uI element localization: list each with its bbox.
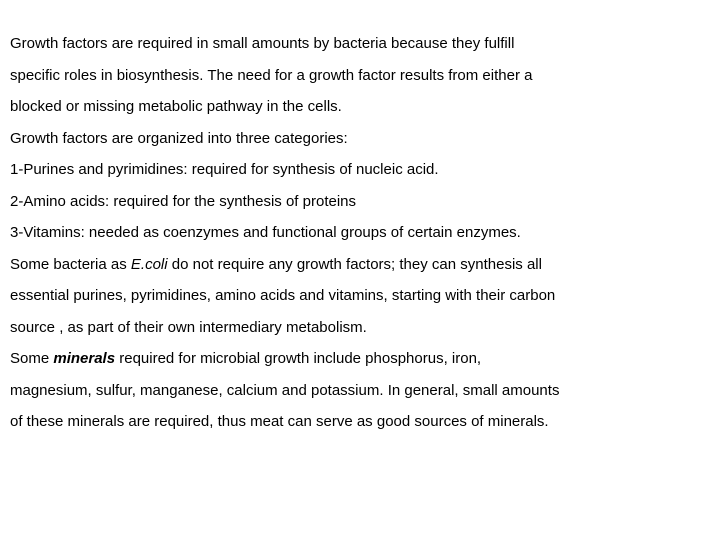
paragraph-line: Some bacteria as E.coli do not require a…	[10, 249, 710, 281]
text-run: Some	[10, 350, 53, 367]
paragraph-line: essential purines, pyrimidines, amino ac…	[10, 280, 710, 312]
list-item: 2-Amino acids: required for the synthesi…	[10, 186, 710, 218]
paragraph-line: Some minerals required for microbial gro…	[10, 343, 710, 375]
document-page: Growth factors are required in small amo…	[0, 0, 720, 448]
text-run: Some bacteria as	[10, 256, 131, 273]
paragraph-line: blocked or missing metabolic pathway in …	[10, 91, 710, 123]
paragraph-line: source , as part of their own intermedia…	[10, 312, 710, 344]
paragraph-line: Growth factors are organized into three …	[10, 123, 710, 155]
paragraph-line: Growth factors are required in small amo…	[10, 28, 710, 60]
text-run: required for microbial growth include ph…	[115, 350, 481, 367]
paragraph-line: specific roles in biosynthesis. The need…	[10, 60, 710, 92]
list-item: 1-Purines and pyrimidines: required for …	[10, 154, 710, 186]
paragraph-line: magnesium, sulfur, manganese, calcium an…	[10, 375, 710, 407]
text-run: do not require any growth factors; they …	[168, 256, 542, 273]
emphasis-species: E.coli	[131, 256, 168, 273]
paragraph-line: of these minerals are required, thus mea…	[10, 406, 710, 438]
list-item: 3-Vitamins: needed as coenzymes and func…	[10, 217, 710, 249]
emphasis-term: minerals	[53, 350, 115, 367]
